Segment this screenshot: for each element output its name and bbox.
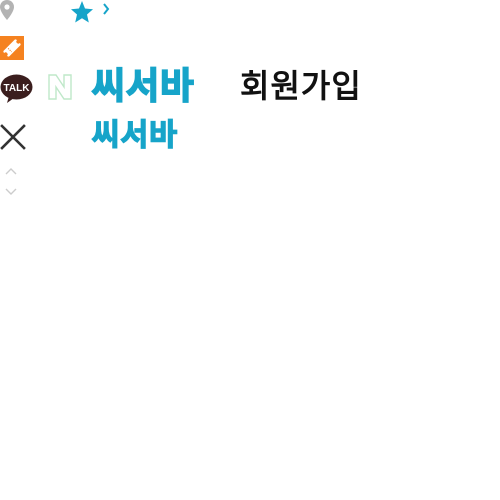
kakaotalk-label: TALK (4, 83, 31, 94)
close-icon[interactable] (0, 124, 26, 150)
ticket-icon[interactable] (0, 36, 24, 60)
map-pin-icon[interactable] (0, 0, 14, 20)
kakaotalk-icon[interactable]: TALK (0, 74, 33, 104)
brand-logo-subtext[interactable]: 씨서바 (91, 118, 178, 153)
naver-icon[interactable] (45, 72, 75, 102)
page-title: 회원가입 (240, 67, 362, 105)
chevron-right-icon[interactable] (101, 0, 111, 15)
brand-logo-text[interactable]: 씨서바 (91, 66, 195, 107)
star-icon[interactable] (70, 0, 94, 24)
chevron-down-icon[interactable] (4, 182, 18, 195)
chevron-up-icon[interactable] (4, 161, 18, 175)
